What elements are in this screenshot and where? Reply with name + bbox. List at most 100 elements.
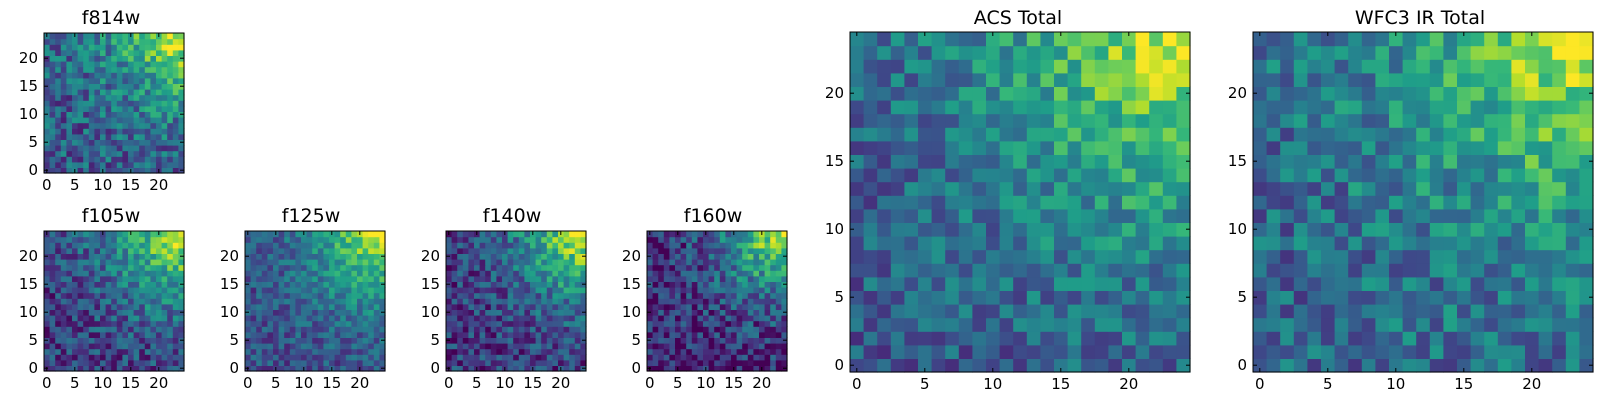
axes-frame	[1252, 31, 1594, 373]
heatmap-cell	[753, 359, 760, 366]
heatmap-cell	[850, 100, 865, 115]
heatmap-cell	[535, 309, 542, 316]
heatmap-cell	[340, 309, 347, 316]
heatmap-cell	[167, 236, 174, 243]
heatmap-cell	[1402, 59, 1417, 74]
heatmap-cell	[736, 298, 743, 305]
heatmap-cell	[1135, 72, 1150, 87]
heatmap-cell	[652, 331, 659, 338]
heatmap-cell	[60, 337, 67, 344]
heatmap-cell	[742, 359, 749, 366]
heatmap-cell	[669, 337, 676, 344]
heatmap-cell	[736, 292, 743, 299]
heatmap-cell	[1511, 236, 1526, 251]
heatmap-cell	[1162, 59, 1177, 74]
heatmap-cell	[1321, 331, 1336, 346]
heatmap-cell	[863, 86, 878, 101]
heatmap-cell	[167, 275, 174, 282]
heatmap-cell	[569, 309, 576, 316]
heatmap-cell	[1470, 222, 1485, 237]
heatmap-cell	[144, 292, 151, 299]
heatmap-cell	[1525, 168, 1540, 183]
heatmap-cell	[863, 249, 878, 264]
heatmap-cell	[513, 365, 520, 372]
heatmap-cell	[312, 331, 319, 338]
heatmap-cell	[986, 317, 1001, 332]
heatmap-cell	[759, 287, 766, 294]
heatmap-cell	[541, 275, 548, 282]
heatmap-cell	[362, 270, 369, 277]
heatmap-cell	[284, 315, 291, 322]
heatmap-cell	[775, 337, 782, 344]
heatmap-cell	[496, 331, 503, 338]
heatmap-cell	[267, 326, 274, 333]
heatmap-cell	[524, 264, 531, 271]
heatmap-cell	[1525, 100, 1540, 115]
heatmap-cell	[904, 86, 919, 101]
heatmap-cell	[863, 344, 878, 359]
heatmap-cell	[850, 32, 865, 47]
heatmap-cell	[1253, 222, 1268, 237]
heatmap-cell	[1135, 127, 1150, 142]
heatmap-cell	[156, 348, 163, 355]
heatmap-cell	[256, 264, 263, 271]
heatmap-cell	[1429, 290, 1444, 305]
heatmap-cell	[139, 156, 146, 163]
heatmap-cell	[256, 331, 263, 338]
heatmap-cell	[88, 49, 95, 56]
heatmap-cell	[507, 236, 514, 243]
heatmap-cell	[490, 309, 497, 316]
heatmap-cell	[133, 287, 140, 294]
heatmap-cell	[161, 303, 168, 310]
heatmap-cell	[918, 181, 933, 196]
heatmap-cell	[1094, 208, 1109, 223]
heatmap-cell	[116, 167, 123, 174]
heatmap-cell	[1538, 32, 1553, 47]
heatmap-cell	[890, 249, 905, 264]
heatmap-cell	[775, 231, 782, 238]
heatmap-cell	[1135, 208, 1150, 223]
heatmap-cell	[958, 249, 973, 264]
heatmap-cell	[446, 348, 453, 355]
heatmap-cell	[94, 359, 101, 366]
heatmap-cell	[368, 359, 375, 366]
heatmap-cell	[736, 264, 743, 271]
heatmap-cell	[770, 242, 777, 249]
heatmap-cell	[1307, 86, 1322, 101]
heatmap-cell	[379, 348, 386, 355]
heatmap-cell	[518, 287, 525, 294]
heatmap-cell	[945, 344, 960, 359]
heatmap-cell	[301, 270, 308, 277]
heatmap-cell	[273, 320, 280, 327]
heatmap-cell	[535, 298, 542, 305]
heatmap-cell	[1307, 59, 1322, 74]
heatmap-cell	[703, 337, 710, 344]
heatmap-cell	[1108, 358, 1123, 373]
heatmap-cell	[1334, 181, 1349, 196]
heatmap-cell	[468, 292, 475, 299]
heatmap-cell	[647, 331, 654, 338]
heatmap-cell	[697, 287, 704, 294]
heatmap-cell	[1457, 195, 1472, 210]
heatmap-cell	[918, 113, 933, 128]
heatmap-cell	[468, 348, 475, 355]
heatmap-cell	[278, 231, 285, 238]
heatmap-cell	[1375, 181, 1390, 196]
heatmap-cell	[652, 264, 659, 271]
heatmap-cell	[1280, 195, 1295, 210]
heatmap-cell	[1293, 154, 1308, 169]
heatmap-cell	[490, 242, 497, 249]
heatmap-cell	[708, 303, 715, 310]
heatmap-cell	[1538, 276, 1553, 291]
heatmap-cell	[1026, 154, 1041, 169]
heatmap-cell	[972, 45, 987, 60]
heatmap-cell	[273, 275, 280, 282]
heatmap-cell	[49, 156, 56, 163]
heatmap-cell	[139, 111, 146, 118]
heatmap-cell	[88, 89, 95, 96]
heatmap-cell	[144, 348, 151, 355]
heatmap-cell	[284, 359, 291, 366]
heatmap-cell	[1026, 236, 1041, 251]
heatmap-cell	[128, 331, 135, 338]
heatmap-cell	[1429, 127, 1444, 142]
